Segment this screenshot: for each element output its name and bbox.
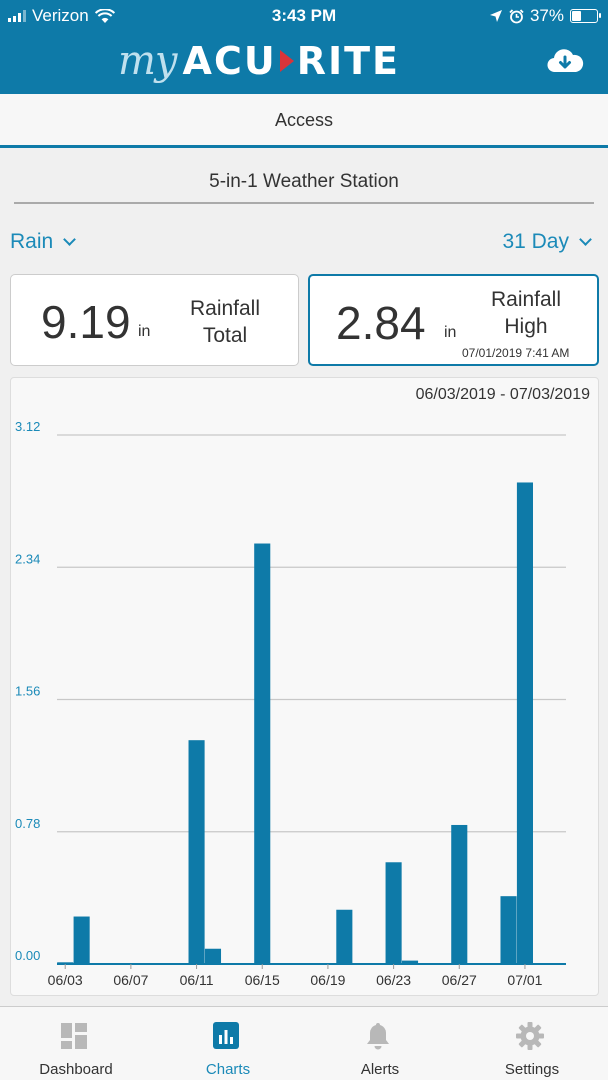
range-dropdown[interactable]: 31 Day [502, 230, 592, 254]
x-tick-label: 06/11 [180, 972, 214, 988]
status-left: Verizon [8, 6, 115, 26]
rainfall-total-unit: in [138, 323, 151, 340]
access-bar[interactable]: Access [0, 94, 608, 148]
battery-fill [572, 11, 581, 21]
x-tick-label: 06/07 [113, 972, 148, 988]
status-time: 3:43 PM [271, 6, 337, 25]
rainfall-high-date: 07/01/2019 7:41 AM [462, 346, 570, 360]
wifi-icon [94, 8, 115, 23]
rainfall-high-label-line1: Rainfall [490, 288, 562, 311]
rainfall-high-card[interactable]: 2.84 in Rainfall High 07/01/2019 7:41 AM [308, 274, 599, 366]
logo-my-text: my [118, 38, 178, 84]
signal-icon [8, 10, 26, 22]
metric-dropdown[interactable]: Rain [10, 230, 77, 254]
tab-settings[interactable]: Settings [456, 1007, 608, 1080]
charts-icon [213, 1022, 239, 1049]
tab-bar: Dashboard Charts Alerts Settin [0, 1006, 608, 1080]
y-tick-label: 0.00 [15, 948, 40, 963]
x-tick-label: 07/01 [507, 972, 542, 988]
rainfall-high-label: Rainfall High [480, 286, 572, 340]
station-name[interactable]: 5-in-1 Weather Station [14, 160, 594, 204]
alarm-clock-icon [509, 8, 524, 23]
cloud-download-icon[interactable] [546, 46, 584, 76]
x-tick-label: 06/19 [310, 972, 345, 988]
chart-bar [401, 960, 419, 964]
app-logo: my ACU RITE [118, 38, 400, 84]
rain-chart-card: 06/03/2019 - 07/03/2019 3.12 2.34 1.56 0.78… [10, 377, 599, 996]
carrier-label: Verizon [32, 6, 89, 25]
battery-icon [570, 9, 601, 23]
metric-dropdown-label: Rain [10, 230, 54, 253]
chart-bar [516, 482, 533, 964]
y-tick-label: 0.78 [15, 816, 40, 831]
tab-charts-label: Charts [205, 1061, 251, 1078]
rain-bar-chart: 3.12 2.34 1.56 0.78 0.00 06/03 06/07 06/11 06/15… [15, 419, 566, 988]
tab-charts[interactable]: Charts [152, 1007, 304, 1080]
chart-bar [451, 824, 468, 964]
logo-brand-right: RITE [296, 39, 400, 83]
chevron-down-icon [579, 233, 592, 246]
dashboard-icon [61, 1023, 87, 1049]
chart-bar [385, 862, 402, 964]
tab-settings-label: Settings [504, 1061, 560, 1078]
y-tick-label: 1.56 [15, 684, 40, 699]
gear-icon [516, 1022, 544, 1050]
logo-arrow-icon [279, 50, 294, 72]
rainfall-total-label-line2: Total [202, 324, 248, 347]
status-right: 37% [489, 6, 601, 26]
access-label: Access [274, 110, 334, 130]
chart-bar [254, 543, 271, 964]
y-tick-label: 2.34 [15, 551, 40, 566]
x-tick-label: 06/27 [442, 972, 477, 988]
tab-alerts-label: Alerts [360, 1061, 400, 1078]
chart-bar [73, 916, 90, 964]
rainfall-total-card[interactable]: 9.19 in Rainfall Total [10, 274, 299, 366]
tab-dashboard[interactable]: Dashboard [0, 1007, 152, 1080]
location-arrow-icon [489, 10, 502, 22]
x-tick-label: 06/03 [48, 972, 83, 988]
rainfall-high-label-line2: High [504, 315, 548, 338]
rainfall-high-value: 2.84 [336, 297, 426, 349]
chart-bar [500, 896, 517, 964]
battery-percent: 37% [529, 6, 564, 25]
chart-bar [336, 909, 353, 964]
tab-alerts[interactable]: Alerts [304, 1007, 456, 1080]
tab-dashboard-label: Dashboard [39, 1061, 113, 1078]
app-header: Verizon 3:43 PM 37% my ACU [0, 0, 608, 94]
x-tick-label: 06/23 [376, 972, 411, 988]
range-dropdown-label: 31 Day [502, 230, 569, 253]
status-bar: Verizon 3:43 PM 37% [0, 0, 608, 32]
chart-date-range: 06/03/2019 - 07/03/2019 [415, 386, 590, 403]
rainfall-total-value: 9.19 [41, 296, 131, 348]
chart-bar [188, 740, 205, 964]
y-tick-label: 3.12 [15, 419, 40, 434]
bell-icon [367, 1023, 389, 1050]
rainfall-total-label: Rainfall Total [179, 295, 271, 349]
x-tick-label: 06/15 [245, 972, 280, 988]
chart-bar [204, 948, 222, 964]
rainfall-high-unit: in [444, 324, 457, 341]
chevron-down-icon [63, 233, 77, 246]
logo-brand-left: ACU [182, 39, 277, 83]
rainfall-total-label-line1: Rainfall [189, 297, 261, 320]
